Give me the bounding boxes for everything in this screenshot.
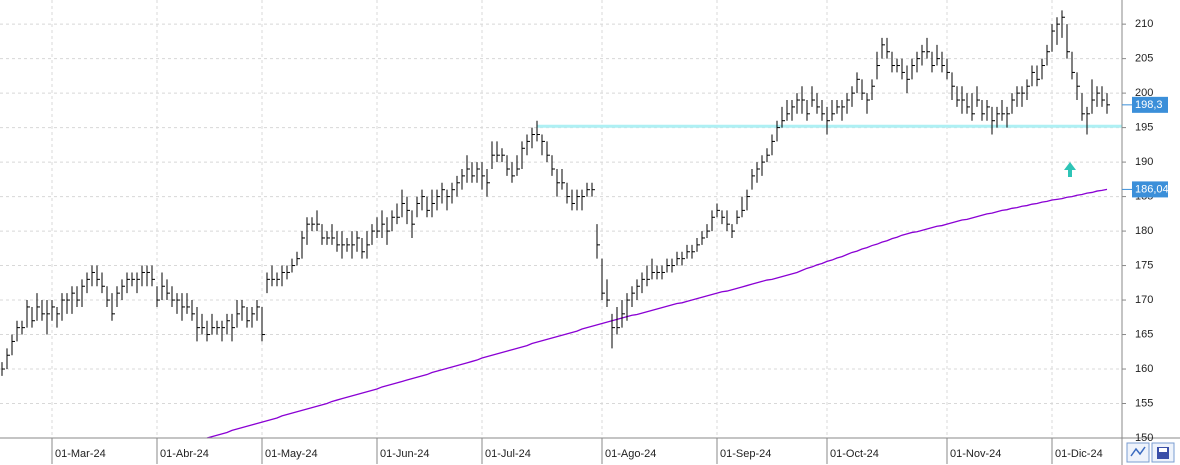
x-tick-label: 01-Mar-24: [55, 448, 106, 460]
plot-area: [1, 10, 1122, 439]
x-tick-label: 01-Jun-24: [380, 448, 430, 460]
y-tick-label: 165: [1135, 328, 1153, 340]
moving-average-line: [206, 188, 1108, 439]
y-tick-label: 155: [1135, 397, 1153, 409]
x-tick-label: 01-Abr-24: [160, 448, 209, 460]
y-tick-label: 150: [1135, 432, 1153, 444]
y-tick-label: 170: [1135, 294, 1153, 306]
y-tick-label: 210: [1135, 18, 1153, 30]
signal-arrow: [1064, 162, 1076, 177]
x-tick-label: 01-Nov-24: [950, 448, 1001, 460]
last-value-box: [1132, 181, 1168, 198]
y-tick-label: 190: [1135, 156, 1153, 168]
x-tick-label: 01-Sep-24: [720, 448, 771, 460]
y-tick-label: 205: [1135, 53, 1153, 65]
y-tick-label: 180: [1135, 225, 1153, 237]
grid: [0, 0, 1122, 439]
y-tick-label: 175: [1135, 259, 1153, 271]
y-tick-label: 195: [1135, 122, 1153, 134]
axes: 1501551601651701751801851901952002052100…: [51, 18, 1169, 464]
last-value-label: 198,3: [1135, 99, 1163, 111]
chart-type-icon: [1130, 446, 1146, 457]
save-icon-slot: [1159, 448, 1167, 452]
x-tick-label: 01-Ago-24: [605, 448, 656, 460]
last-value-label: 186,04: [1135, 183, 1169, 195]
x-tick-label: 01-May-24: [265, 448, 318, 460]
y-tick-label: 160: [1135, 363, 1153, 375]
x-tick-label: 01-Oct-24: [830, 448, 879, 460]
x-tick-label: 01-Jul-24: [485, 448, 531, 460]
last-value-box: [1132, 96, 1168, 113]
y-tick-label: 200: [1135, 87, 1153, 99]
x-tick-label: 01-Dic-24: [1055, 448, 1103, 460]
